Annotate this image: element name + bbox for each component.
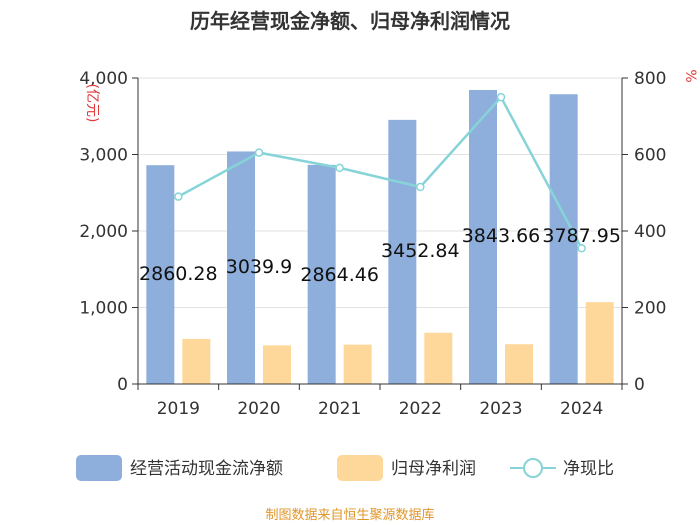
chart-title: 历年经营现金净额、归母净利润情况 <box>190 9 510 33</box>
ratio-point <box>174 192 183 201</box>
left-axis-tick-label: 0 <box>117 375 128 395</box>
grid-lines <box>138 77 622 308</box>
right-axis-tick-label: 0 <box>634 375 645 395</box>
x-axis-tick-label: 2023 <box>479 399 522 419</box>
legend-swatch-netprofit <box>337 455 383 481</box>
axes: 0 1,000 2,000 3,000 4,000 0 200 400 600 800 2019 20… <box>79 69 666 419</box>
bar-netprofit <box>585 302 614 384</box>
right-axis-tick-label: 400 <box>634 222 666 242</box>
data-label-cashflow: 3843.66 <box>462 225 541 247</box>
legend-label-netprofit: 归母净利润 <box>391 459 476 479</box>
source-note: 制图数据来自恒生聚源数据库 <box>265 507 434 523</box>
left-axis-tick-label: 1,000 <box>79 299 128 319</box>
ratio-point <box>416 182 425 192</box>
legend-label-ratio: 净现比 <box>563 459 614 479</box>
x-axis-tick-label: 2024 <box>560 399 603 419</box>
bar-cashflow <box>388 119 417 385</box>
bar-cashflow <box>307 164 336 384</box>
legend-marker-ratio <box>523 458 543 478</box>
bar-netprofit <box>424 332 453 384</box>
x-axis-tick-label: 2019 <box>157 399 200 419</box>
ratio-point <box>335 163 344 173</box>
legend: 经营活动现金流净额 归母净利润 净现比 <box>76 455 614 481</box>
ratio-point <box>577 243 586 253</box>
data-label-cashflow: 3039.9 <box>226 256 292 278</box>
left-axis-tick-label: 4,000 <box>79 69 128 89</box>
x-axis-tick-label: 2020 <box>237 399 280 419</box>
left-axis-tick-label: 2,000 <box>79 222 128 242</box>
bar-netprofit <box>263 345 291 384</box>
bars <box>146 89 614 385</box>
ratio-point <box>496 92 506 102</box>
ratio-point <box>254 148 264 157</box>
data-label-cashflow: 3452.84 <box>381 240 460 262</box>
ratio-line-path <box>177 94 583 249</box>
right-axis-unit: % <box>682 69 698 82</box>
legend-label-cashflow: 经营活动现金流净额 <box>130 459 283 479</box>
bar-netprofit <box>182 338 211 384</box>
right-axis-tick-label: 800 <box>634 69 666 89</box>
bar-netprofit <box>343 344 372 384</box>
left-axis-unit: (亿元) <box>84 84 100 123</box>
data-label-cashflow: 2860.28 <box>139 263 218 285</box>
bar-cashflow <box>227 151 255 384</box>
bar-cashflow <box>549 94 578 384</box>
bar-cashflow <box>469 89 497 384</box>
data-label-cashflow: 3787.95 <box>542 225 621 247</box>
bar-cashflow <box>146 165 175 384</box>
left-axis-tick-label: 3,000 <box>79 146 128 166</box>
x-axis-tick-label: 2022 <box>399 399 442 419</box>
ratio-line <box>174 92 586 253</box>
legend-swatch-cashflow <box>76 455 122 481</box>
right-axis-tick-label: 200 <box>634 299 666 319</box>
data-label-cashflow: 2864.46 <box>300 264 379 286</box>
right-axis-tick-label: 600 <box>634 146 666 166</box>
x-axis-tick-label: 2021 <box>318 399 361 419</box>
bar-netprofit <box>505 344 533 384</box>
